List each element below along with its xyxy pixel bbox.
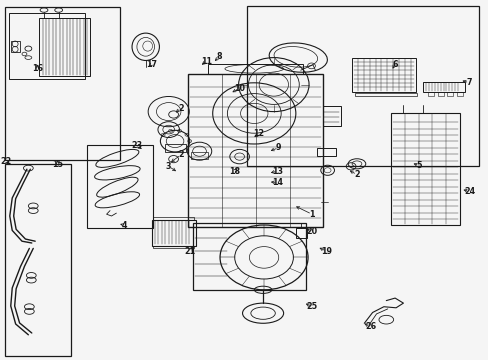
Text: 22: 22 — [0, 157, 12, 166]
Text: 25: 25 — [306, 302, 317, 311]
Bar — [456, 92, 462, 96]
Bar — [87, 145, 153, 228]
Text: 8: 8 — [216, 52, 222, 61]
Text: 2: 2 — [353, 170, 359, 179]
Text: 21: 21 — [184, 247, 195, 256]
Text: 2: 2 — [178, 104, 183, 112]
Bar — [165, 144, 185, 152]
Bar — [246, 6, 478, 166]
Bar — [11, 41, 20, 52]
Text: 23: 23 — [131, 141, 142, 150]
Text: 18: 18 — [229, 166, 240, 175]
Bar — [5, 7, 120, 160]
Text: 6: 6 — [391, 60, 397, 69]
Bar — [9, 13, 84, 79]
Text: 17: 17 — [146, 60, 157, 69]
Bar — [354, 93, 416, 96]
Bar — [151, 220, 195, 246]
Text: 9: 9 — [275, 143, 281, 152]
Text: 10: 10 — [234, 84, 244, 93]
Bar — [188, 74, 322, 227]
Bar — [447, 92, 452, 96]
Text: 3: 3 — [165, 162, 171, 171]
Text: 12: 12 — [253, 129, 264, 138]
Text: 16: 16 — [32, 64, 42, 73]
Bar — [427, 92, 433, 96]
Bar — [316, 148, 336, 156]
Text: 14: 14 — [272, 178, 283, 187]
Text: 19: 19 — [321, 247, 331, 256]
Text: 4: 4 — [122, 221, 127, 230]
Bar — [295, 228, 306, 238]
Bar — [190, 152, 207, 159]
Text: 20: 20 — [306, 227, 317, 236]
Text: 13: 13 — [272, 166, 283, 175]
Bar — [390, 113, 459, 225]
Text: 11: 11 — [201, 57, 211, 66]
Text: 2: 2 — [178, 150, 183, 159]
Bar — [322, 106, 341, 126]
Bar — [39, 18, 90, 76]
Bar — [5, 164, 71, 356]
Bar — [193, 223, 305, 290]
Text: 5: 5 — [416, 161, 422, 170]
Text: 15: 15 — [52, 160, 63, 169]
Text: 26: 26 — [365, 323, 375, 331]
Bar — [153, 246, 194, 248]
Bar — [351, 58, 415, 92]
Text: 24: 24 — [463, 187, 474, 196]
Bar — [422, 82, 464, 92]
Bar — [153, 217, 194, 220]
Text: 7: 7 — [466, 78, 471, 87]
Bar — [207, 64, 303, 74]
Text: 1: 1 — [308, 210, 314, 219]
Bar — [437, 92, 443, 96]
